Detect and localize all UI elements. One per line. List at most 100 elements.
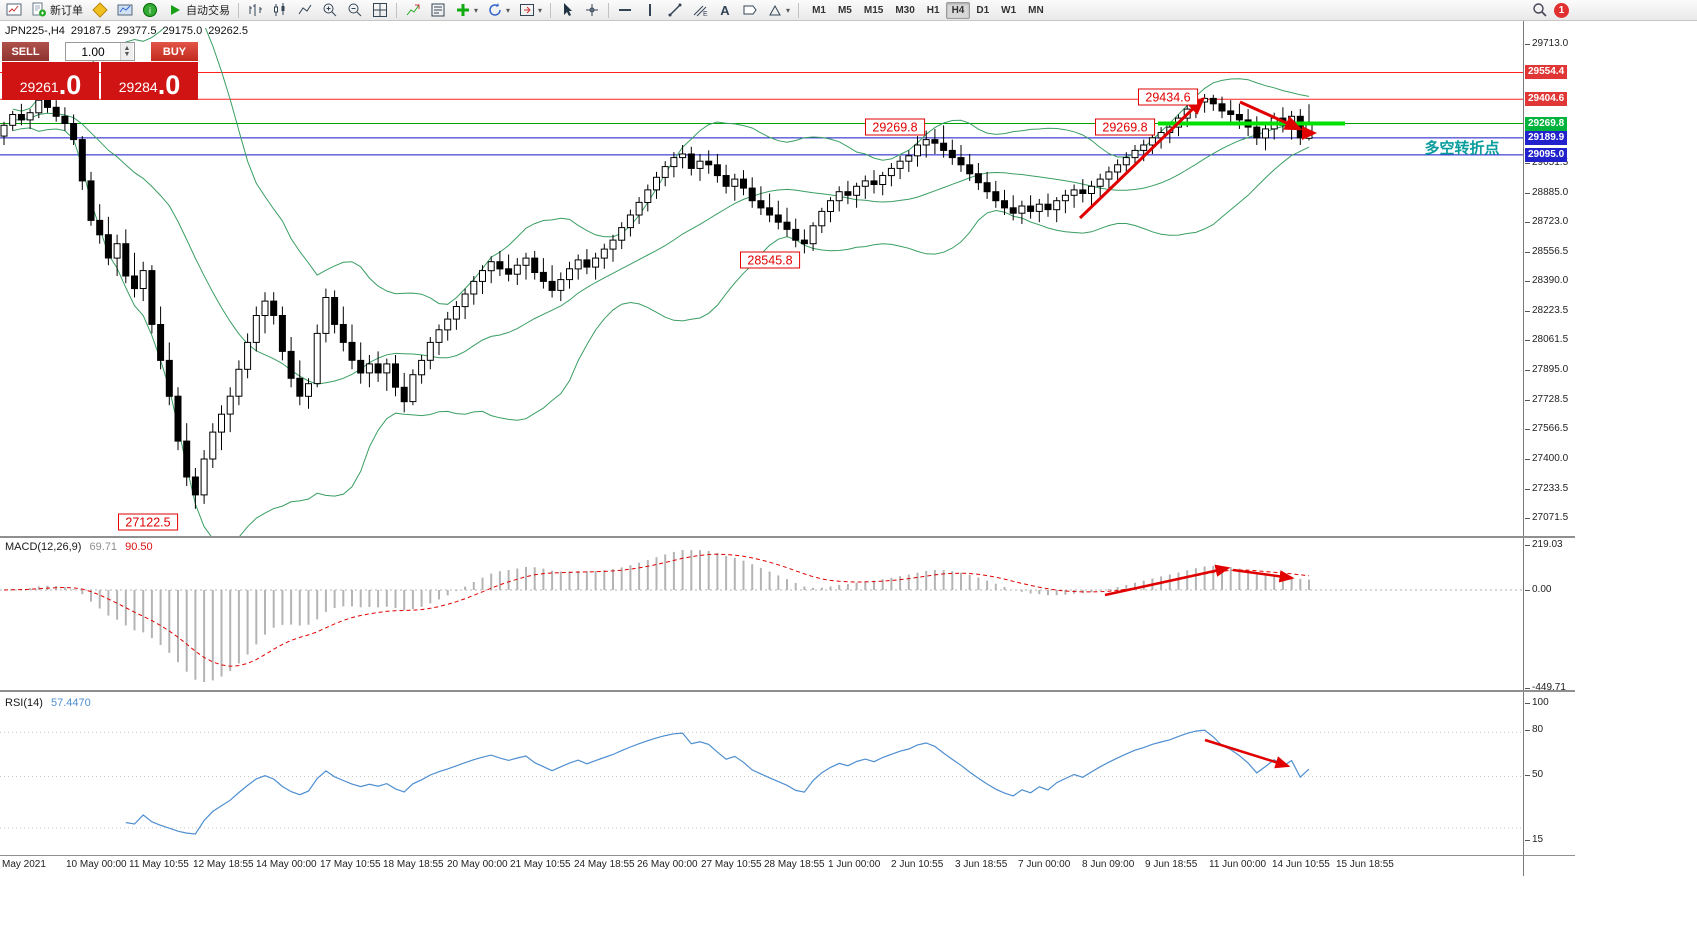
- sell-button[interactable]: SELL: [2, 42, 49, 61]
- candle-body: [957, 157, 965, 166]
- ask-price-button[interactable]: 29284 .0: [101, 62, 198, 100]
- shapes-tool-button[interactable]: ▾: [763, 1, 794, 20]
- app-chart-icon[interactable]: [2, 1, 26, 20]
- candle-body: [1018, 205, 1026, 214]
- panel-separator[interactable]: [0, 690, 1575, 692]
- zoom-out-button[interactable]: [343, 1, 367, 20]
- line-chart-mode-button[interactable]: [293, 1, 317, 20]
- metaeditor-icon[interactable]: [88, 1, 112, 20]
- candle-body: [339, 324, 347, 343]
- tile-windows-button[interactable]: [368, 1, 392, 20]
- time-axis[interactable]: May 2021 10 May 00:00 11 May 10:55 12 May 1…: [0, 856, 1523, 876]
- candle-body: [748, 187, 756, 202]
- candle-body: [653, 176, 660, 191]
- price-annotation-box[interactable]: [118, 513, 179, 531]
- timeframe-w1-button[interactable]: W1: [1001, 4, 1017, 16]
- timeframe-mn-button[interactable]: MN: [1028, 4, 1044, 16]
- toolbar-separator: [798, 2, 800, 18]
- rsi-line: [125, 729, 1310, 835]
- zoom-in-button[interactable]: [318, 1, 342, 20]
- chinese-annotation-text[interactable]: 多空转折点: [1424, 139, 1499, 157]
- price-scale-badge: 29404.6: [1525, 92, 1568, 106]
- dropdown-caret-icon: ▾: [474, 5, 479, 15]
- timeframe-d1-button[interactable]: D1: [976, 4, 990, 16]
- timeframe-m5-button[interactable]: M5: [837, 4, 852, 16]
- indicators-button[interactable]: [401, 1, 425, 20]
- candle-body: [940, 142, 948, 151]
- cursor-tool-button[interactable]: [555, 1, 579, 20]
- horizontal-line-tool-button[interactable]: [613, 1, 637, 20]
- spinner-up-icon[interactable]: ▲: [123, 44, 131, 52]
- period-cycle-button[interactable]: ▾: [483, 1, 514, 20]
- timeframe-m1-button[interactable]: M1: [812, 4, 826, 16]
- candle-body: [896, 160, 904, 169]
- search-icon[interactable]: [1532, 2, 1548, 18]
- candle-body: [313, 332, 321, 385]
- candle-body: [818, 210, 826, 227]
- candle-body: [383, 363, 391, 374]
- tile-icon: [373, 3, 387, 17]
- macd-trend-arrow[interactable]: [1232, 568, 1295, 583]
- candle-body: [566, 268, 573, 281]
- metaeditor-icon: [92, 2, 108, 18]
- auto-trading-button[interactable]: 自动交易: [163, 1, 234, 20]
- indicator-list-button[interactable]: [426, 1, 450, 20]
- time-label: 2 Jun 10:55: [891, 859, 944, 870]
- dropdown-caret-icon: ▾: [538, 5, 543, 15]
- macd-panel-canvas[interactable]: [0, 538, 1523, 690]
- auto-trading-icon: [171, 5, 180, 15]
- crosshair-tool-button[interactable]: [580, 1, 604, 20]
- main-chart-canvas[interactable]: 29434.6 29269.8 29269.8 28545.8 27122.5 多空转折点: [0, 28, 1523, 536]
- candle-body: [1114, 164, 1122, 173]
- spinner-down-icon[interactable]: ▼: [123, 50, 131, 58]
- rsi-trend-arrow[interactable]: [1204, 738, 1291, 769]
- candle-body: [713, 164, 721, 177]
- price-annotation-box[interactable]: [865, 118, 926, 136]
- text-label-tool-button[interactable]: [738, 1, 762, 20]
- trend-arrow[interactable]: [1078, 96, 1206, 220]
- bid-price-button[interactable]: 29261 .0: [2, 62, 99, 100]
- candle-body: [783, 221, 791, 230]
- volume-spinner[interactable]: ▲ ▼: [120, 43, 133, 60]
- community-icon[interactable]: i: [138, 1, 162, 20]
- buy-button[interactable]: BUY: [151, 42, 198, 61]
- volume-input[interactable]: [66, 43, 120, 60]
- trend-arrow[interactable]: [1239, 100, 1303, 131]
- price-scale-tick: 28723.0: [1524, 216, 1569, 227]
- text-tool-button[interactable]: A: [713, 1, 737, 20]
- new-order-button[interactable]: 新订单: [27, 1, 87, 20]
- bar-chart-mode-button[interactable]: [243, 1, 267, 20]
- trendline-tool-button[interactable]: [663, 1, 687, 20]
- price-scale-tick: 28556.5: [1524, 246, 1569, 257]
- notification-badge[interactable]: 1: [1554, 2, 1569, 18]
- macd-trend-arrow[interactable]: [1104, 564, 1231, 597]
- candle-body: [609, 239, 617, 250]
- templates-button[interactable]: ▾: [515, 1, 546, 20]
- candlestick-mode-button[interactable]: [268, 1, 292, 20]
- timeframe-h4-button[interactable]: H4: [945, 1, 971, 19]
- candle-body: [1035, 203, 1043, 212]
- direction-wedge[interactable]: [1302, 126, 1317, 140]
- price-scale-tick: 29051.5: [1524, 157, 1569, 168]
- price-scale[interactable]: 29713.0 29051.5 28885.0 28723.0 28556.5 28390…: [1523, 21, 1585, 876]
- rsi-panel-canvas[interactable]: [0, 694, 1523, 855]
- time-label: 18 May 18:55: [383, 859, 444, 870]
- add-indicator-button[interactable]: ▾: [451, 1, 482, 20]
- candle-body: [96, 219, 104, 236]
- timeframe-m30-button[interactable]: M30: [895, 4, 915, 16]
- equidistant-channel-tool-button[interactable]: E: [688, 1, 712, 20]
- candle-body: [905, 155, 913, 162]
- timeframe-m15-button[interactable]: M15: [863, 4, 884, 16]
- vertical-line-tool-button[interactable]: [638, 1, 662, 20]
- timeframe-h1-button[interactable]: H1: [926, 4, 940, 16]
- price-annotation-box[interactable]: [740, 251, 801, 269]
- candle-body: [218, 413, 225, 433]
- panel-separator[interactable]: [0, 536, 1575, 538]
- candles-icon: [274, 3, 285, 16]
- price-scale-tick: 27728.5: [1524, 394, 1569, 405]
- candle-body: [174, 395, 182, 442]
- price-annotation-box[interactable]: [1095, 118, 1156, 136]
- profiles-icon[interactable]: [113, 1, 137, 20]
- candle-body: [1079, 189, 1087, 194]
- price-annotation-box[interactable]: [1138, 88, 1199, 106]
